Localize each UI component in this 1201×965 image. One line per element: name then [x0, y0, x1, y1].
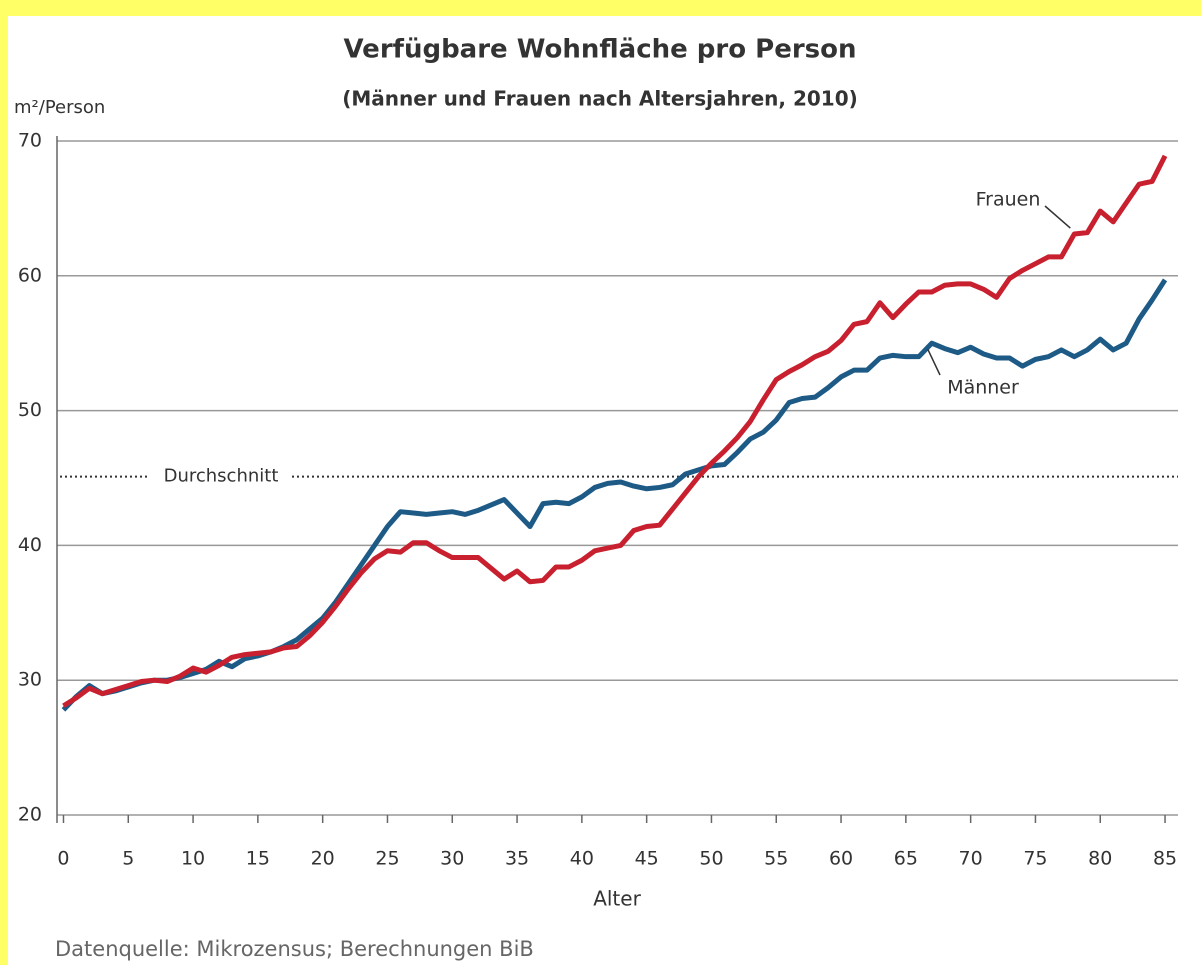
x-tick-label: 10 [181, 848, 205, 870]
series-line [62, 154, 1168, 708]
y-tick-label: 50 [18, 399, 42, 421]
source: Datenquelle: Mikrozensus; Berechnungen B… [55, 937, 534, 961]
panel [8, 16, 1201, 965]
x-tick-label: 35 [505, 848, 529, 870]
x-tick-label: 5 [122, 848, 134, 870]
label-leader [927, 348, 941, 376]
reference-label: Durchschnitt [164, 466, 279, 487]
x-tick-label: 55 [764, 848, 788, 870]
y-tick-label: 60 [18, 264, 42, 286]
y-tick-label: 20 [18, 804, 42, 826]
x-tick-label: 40 [570, 848, 594, 870]
y-tick-label: 30 [18, 669, 42, 691]
chart-subtitle: (Männer und Frauen nach Altersjahren, 20… [342, 87, 858, 111]
x-tick-label: 30 [440, 848, 464, 870]
y-tick-label: 70 [18, 130, 42, 152]
x-tick-label: 20 [311, 848, 335, 870]
x-tick-label: 15 [246, 848, 270, 870]
series-line [61, 278, 1168, 712]
series-label: Frauen [976, 189, 1041, 211]
x-tick-label: 60 [829, 848, 853, 870]
x-tick-label: 50 [699, 848, 723, 870]
chart-title: Verfügbare Wohnfläche pro Person [343, 35, 856, 65]
x-tick-label: 0 [57, 848, 69, 870]
x-axis-label: Alter [593, 887, 641, 911]
series-label: Männer [947, 377, 1019, 399]
x-tick-label: 45 [635, 848, 659, 870]
x-tick-label: 70 [959, 848, 983, 870]
x-tick-label: 80 [1088, 848, 1112, 870]
x-tick-label: 85 [1153, 848, 1177, 870]
y-tick-label: 40 [18, 534, 42, 556]
x-tick-label: 75 [1023, 848, 1047, 870]
x-tick-label: 25 [375, 848, 399, 870]
y-axis-label: m²/Person [14, 97, 105, 118]
label-leader [1044, 205, 1071, 229]
x-tick-label: 65 [894, 848, 918, 870]
